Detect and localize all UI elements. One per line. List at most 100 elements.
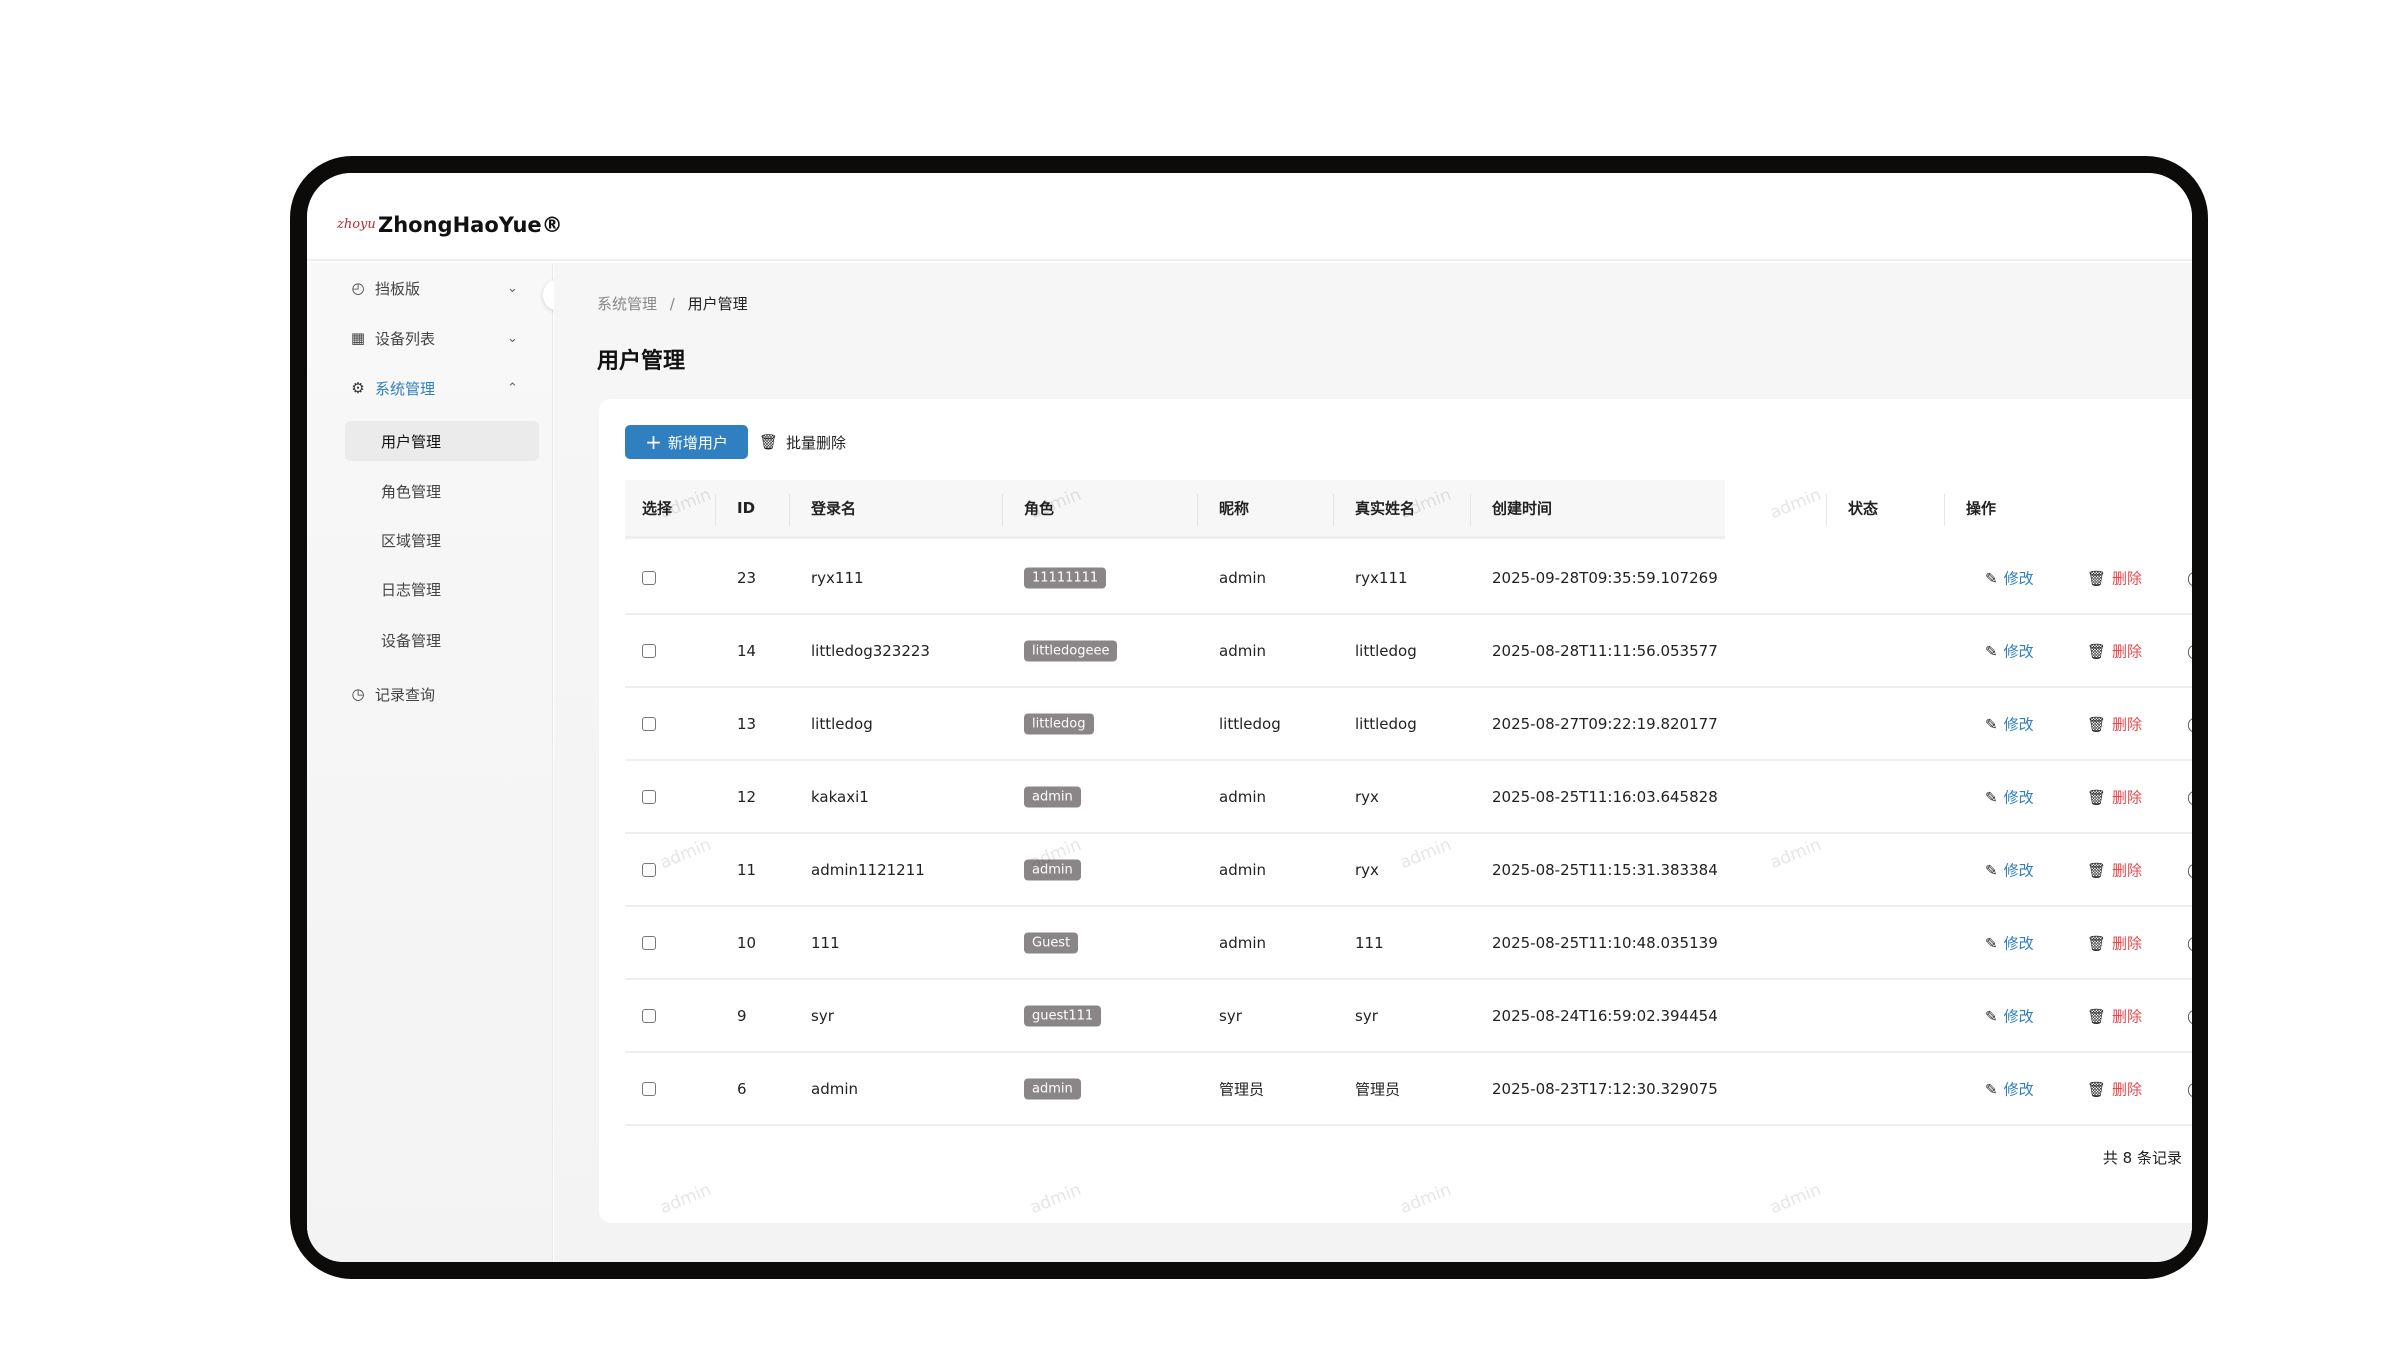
watermark: admin: [1397, 1179, 1455, 1219]
role-tag: admin: [1024, 786, 1081, 807]
pencil-icon: ✎: [1985, 569, 1998, 587]
delete-button[interactable]: 🗑 删除: [2087, 861, 2143, 879]
nickname: admin: [1219, 641, 1266, 660]
row-checkbox[interactable]: [642, 643, 656, 658]
user-id: 6: [737, 1079, 747, 1098]
delete-button[interactable]: 🗑 删除: [2087, 642, 2143, 660]
more-icon[interactable]: ◯: [2187, 715, 2192, 733]
watermark: admin: [1767, 1179, 1825, 1219]
table-row: 14 littledog323223 littledogeee admin li…: [625, 615, 2192, 688]
real-name: ryx: [1355, 787, 1379, 806]
user-id: 14: [737, 641, 757, 660]
real-name: littledog: [1355, 641, 1417, 660]
edit-button[interactable]: ✎ 修改: [1985, 934, 2034, 952]
row-checkbox[interactable]: [642, 789, 656, 804]
row-checkbox[interactable]: [642, 935, 656, 950]
edit-button[interactable]: ✎ 修改: [1985, 1080, 2034, 1098]
table-row: 13 littledog littledog littledog littled…: [625, 688, 2192, 761]
more-icon[interactable]: ◯: [2187, 1007, 2192, 1025]
more-icon[interactable]: ◯: [2187, 788, 2192, 806]
pencil-icon: ✎: [1985, 934, 1998, 952]
trash-icon: 🗑: [2087, 788, 2107, 806]
chevron-down-icon: ⌄: [507, 330, 518, 346]
delete-button[interactable]: 🗑 删除: [2087, 934, 2143, 952]
login-name: kakaxi1: [811, 787, 869, 806]
sidebar-item-log-management[interactable]: 日志管理: [381, 580, 442, 599]
edit-button[interactable]: ✎ 修改: [1985, 642, 2034, 660]
role-tag: admin: [1024, 1078, 1081, 1099]
real-name: ryx: [1355, 860, 1379, 879]
sidebar-item-area-management[interactable]: 区域管理: [381, 531, 442, 550]
sidebar-item-record-query[interactable]: ◷ 记录查询: [307, 674, 553, 714]
nickname: littledog: [1219, 714, 1281, 733]
delete-button[interactable]: 🗑 删除: [2087, 1007, 2143, 1025]
user-id: 10: [737, 933, 757, 952]
grid-icon: ▦: [350, 329, 366, 347]
watermark: admin: [1027, 1179, 1085, 1219]
login-name: littledog: [811, 714, 873, 733]
delete-button[interactable]: 🗑 删除: [2087, 1080, 2143, 1098]
sidebar-item-dashboard[interactable]: ◴ 挡板版 ⌄: [307, 268, 553, 308]
column-divider: [1197, 494, 1198, 526]
user-id: 9: [737, 1006, 747, 1025]
column-header: 创建时间: [1492, 499, 1553, 518]
column-header: 昵称: [1219, 499, 1250, 518]
sidebar-item-system[interactable]: ⚙ 系统管理 ⌃: [307, 368, 553, 408]
sidebar-item-device-list[interactable]: ▦ 设备列表 ⌄: [350, 329, 518, 348]
role-tag: littledogeee: [1024, 640, 1118, 661]
pencil-icon: ✎: [1985, 642, 1998, 660]
add-user-button[interactable]: + 新增用户: [625, 425, 748, 459]
more-icon[interactable]: ◯: [2187, 1080, 2192, 1098]
row-checkbox[interactable]: [642, 716, 656, 731]
sidebar-item-role-management[interactable]: 角色管理: [381, 482, 442, 501]
main-content: 系统管理 / 用户管理 用户管理 + 新增用户 🗑 批量删除 选择 ID 登录名 角色 昵称…: [554, 263, 2192, 1262]
nickname: admin: [1219, 787, 1266, 806]
edit-button[interactable]: ✎ 修改: [1985, 788, 2034, 806]
edit-button[interactable]: ✎ 修改: [1985, 861, 2034, 879]
sidebar-item-user-management[interactable]: 用户管理: [345, 421, 539, 461]
trash-icon: 🗑: [2087, 934, 2107, 952]
more-icon[interactable]: ◯: [2187, 569, 2192, 587]
pencil-icon: ✎: [1985, 715, 1998, 733]
edit-button[interactable]: ✎ 修改: [1985, 569, 2034, 587]
created-time: 2025-08-27T09:22:19.820177: [1492, 714, 1718, 733]
login-name: admin: [811, 1079, 858, 1098]
created-time: 2025-08-25T11:16:03.645828: [1492, 787, 1718, 806]
more-icon[interactable]: ◯: [2187, 861, 2192, 879]
pencil-icon: ✎: [1985, 1080, 1998, 1098]
more-icon[interactable]: ◯: [2187, 642, 2192, 660]
row-checkbox[interactable]: [642, 570, 656, 585]
batch-delete-button[interactable]: 🗑 批量删除: [759, 433, 847, 452]
row-checkbox[interactable]: [642, 1081, 656, 1096]
app-window: zhoyu ZhongHaoYue® ◴ 挡板版 ⌄ ▦ 设备列表 ⌄ ⚙ 系统管理 ⌃ 用…: [307, 173, 2192, 1262]
column-divider: [1333, 494, 1334, 526]
trash-icon: 🗑: [759, 433, 779, 451]
more-icon[interactable]: ◯: [2187, 934, 2192, 952]
role-tag: admin: [1024, 859, 1081, 880]
pencil-icon: ✎: [1985, 788, 1998, 806]
app-title: ZhongHaoYue®: [378, 213, 563, 237]
pencil-icon: ✎: [1985, 861, 1998, 879]
edit-button[interactable]: ✎ 修改: [1985, 1007, 2034, 1025]
column-header: 选择: [642, 499, 673, 518]
delete-button[interactable]: 🗑 删除: [2087, 788, 2143, 806]
page-title: 用户管理: [597, 349, 686, 374]
column-header: 操作: [1966, 499, 1997, 518]
row-checkbox[interactable]: [642, 862, 656, 877]
sidebar: ◴ 挡板版 ⌄ ▦ 设备列表 ⌄ ⚙ 系统管理 ⌃ 用户管理 角色管理 区域管理 日志管理 …: [307, 263, 553, 1262]
sidebar-item-device-management[interactable]: 设备管理: [381, 631, 442, 650]
column-divider: [1002, 494, 1003, 526]
delete-button[interactable]: 🗑 删除: [2087, 715, 2143, 733]
row-checkbox[interactable]: [642, 1008, 656, 1023]
gear-icon: ⚙: [351, 379, 365, 397]
nickname: admin: [1219, 860, 1266, 879]
login-name: syr: [811, 1006, 834, 1025]
nickname: 管理员: [1219, 1080, 1265, 1098]
trash-icon: 🗑: [2087, 1080, 2107, 1098]
edit-button[interactable]: ✎ 修改: [1985, 715, 2034, 733]
login-name: 111: [811, 933, 840, 952]
column-header: ID: [737, 499, 756, 517]
role-tag: guest111: [1024, 1005, 1102, 1026]
delete-button[interactable]: 🗑 删除: [2087, 569, 2143, 587]
breadcrumb-parent[interactable]: 系统管理: [597, 295, 658, 313]
